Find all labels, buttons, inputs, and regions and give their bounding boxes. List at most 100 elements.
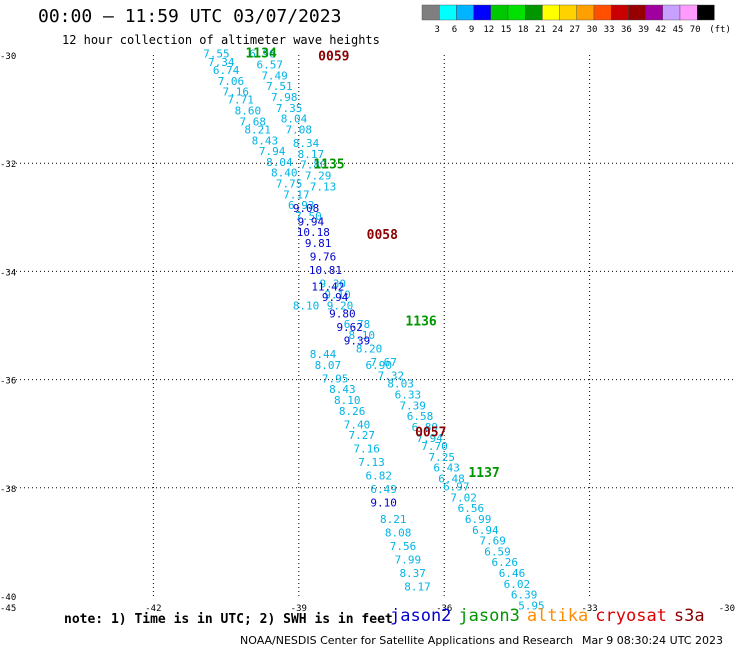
colorbar-swatch — [679, 4, 698, 21]
colorbar-label: 12 — [483, 25, 494, 35]
wave-height-point: 7.06 — [218, 75, 245, 88]
generated-timestamp: Mar 9 08:30:24 UTC 2023 — [582, 634, 723, 647]
colorbar-swatch — [628, 4, 646, 21]
wave-height-point: 9.10 — [370, 497, 397, 510]
wave-height-point: 6.49 — [370, 483, 397, 496]
colorbar-swatch — [559, 4, 577, 21]
colorbar-label: 9 — [469, 25, 474, 35]
wave-height-point: 6.78 — [344, 318, 371, 331]
colorbar-swatch — [593, 4, 612, 21]
data-marks: 7.557.346.747.067.167.718.607.688.218.43… — [203, 48, 545, 613]
wave-height-point: 6.59 — [484, 545, 511, 558]
wave-height-point: 9.20 — [327, 299, 354, 312]
wave-height-point: 7.95 — [322, 372, 349, 385]
wave-height-point: 8.10 — [349, 329, 376, 342]
x-tick-label: -33 — [581, 604, 597, 614]
wave-height-point: 8.44 — [310, 348, 337, 361]
wave-height-point: 8.10 — [334, 394, 361, 407]
pass-id-label: 1137 — [468, 466, 499, 481]
colorbar-label: 6 — [452, 25, 457, 35]
wave-height-point: 6.39 — [511, 589, 538, 602]
wave-height-point: 7.56 — [390, 540, 417, 553]
wave-height-point: 8.40 — [271, 167, 298, 180]
wave-height-point: 6.99 — [465, 513, 492, 526]
wave-height-point: 6.94 — [472, 524, 499, 537]
colorbar-swatch — [439, 4, 457, 21]
wave-height-point: 7.27 — [349, 429, 376, 442]
wave-height-point: 7.13 — [358, 456, 385, 469]
chart-subtitle: 12 hour collection of altimeter wave hei… — [62, 33, 380, 47]
x-tick-label: -30 — [719, 604, 735, 614]
colorbar-label: 42 — [655, 25, 666, 35]
wave-height-point: 7.16 — [353, 443, 380, 456]
wave-height-point: 7.02 — [450, 491, 477, 504]
wave-height-point: 8.04 — [266, 156, 293, 169]
wave-height-point: 9.76 — [310, 251, 337, 264]
wave-height-point: 7.17 — [283, 188, 310, 201]
y-tick-label: -36 — [0, 377, 16, 387]
wave-height-point: 8.60 — [235, 105, 262, 118]
y-tick-label: -30 — [0, 52, 16, 62]
colorbar-label: 18 — [518, 25, 529, 35]
pass-id-label: 1134 — [245, 47, 276, 62]
wave-height-point: 9.10 — [324, 288, 351, 301]
wave-height-point: 8.17 — [298, 148, 325, 161]
colorbar-swatch — [645, 4, 663, 21]
colorbar-label: 45 — [673, 25, 684, 35]
wave-height-point: 6.48 — [438, 472, 465, 485]
colorbar-swatch — [507, 4, 526, 21]
wave-height-point: 11.42 — [311, 280, 344, 293]
wave-height-point: 8.10 — [293, 299, 320, 312]
colorbar-swatch — [542, 4, 560, 21]
colorbar-label: 15 — [501, 25, 512, 35]
wave-height-point: 6.96 — [249, 48, 276, 61]
pass-id-label: 0059 — [318, 49, 349, 64]
wave-height-point: 7.16 — [223, 86, 250, 99]
y-tick-label: -38 — [0, 485, 16, 495]
colorbar-swatch — [662, 4, 681, 21]
colorbar-label: 21 — [535, 25, 546, 35]
x-tick-label: -45 — [0, 604, 16, 614]
pass-id-label: 1135 — [313, 158, 344, 173]
wave-height-point: 9.62 — [336, 321, 363, 334]
wave-height-point: 7.70 — [421, 440, 448, 453]
legend-entry-jason3: jason3 — [458, 606, 520, 626]
satellite-legend: jason2 jason3 altika cryosat s3a — [390, 606, 712, 626]
colorbar-label: 70 — [690, 25, 701, 35]
wave-height-point: 7.40 — [344, 418, 371, 431]
wave-height-point: 5.95 — [518, 600, 545, 613]
pass-id-label: 1136 — [405, 315, 436, 330]
wave-height-point: 7.67 — [370, 356, 397, 369]
legend-entry-s3a: s3a — [673, 606, 705, 626]
legend-entry-altika: altika — [526, 606, 589, 626]
wave-height-point: 7.71 — [227, 94, 254, 107]
wave-height-point: 7.35 — [276, 102, 303, 115]
wave-height-point: 6.89 — [412, 421, 439, 434]
wave-height-point: 7.68 — [240, 115, 267, 128]
wave-height-point: 6.74 — [213, 64, 240, 77]
wave-height-point: 7.13 — [310, 180, 337, 193]
colorbar-label: 3 — [434, 25, 439, 35]
colorbar-swatch — [456, 4, 474, 21]
colorbar-swatch — [697, 4, 715, 21]
colorbar-label: 36 — [621, 25, 632, 35]
wave-height-point: 9.81 — [305, 237, 332, 250]
pass-labels: 1134 0059 1135 0058 1136 0057 1137 — [245, 47, 499, 481]
chart-title: 00:00 – 11:59 UTC 03/07/2023 — [38, 6, 342, 27]
wave-height-point: 6.82 — [366, 470, 393, 483]
wave-height-point: 8.43 — [252, 134, 279, 147]
wave-height-point: 8.21 — [380, 513, 407, 526]
wave-height-point: 7.32 — [378, 370, 405, 383]
colorbar-label: 33 — [604, 25, 615, 35]
wave-height-point: 9.39 — [344, 334, 371, 347]
wave-height-point: 6.97 — [443, 481, 470, 494]
wave-height-point: 9.94 — [298, 215, 325, 228]
colorbar-swatch — [611, 4, 629, 21]
wave-height-point: 8.26 — [339, 405, 366, 418]
wave-height-point: 7.08 — [286, 123, 313, 136]
colorbar-unit-label: (ft) — [709, 25, 731, 35]
wave-height-point: 6.56 — [458, 502, 485, 515]
wave-height-point: 7.55 — [203, 48, 230, 61]
wave-height-point: 9.80 — [329, 307, 356, 320]
